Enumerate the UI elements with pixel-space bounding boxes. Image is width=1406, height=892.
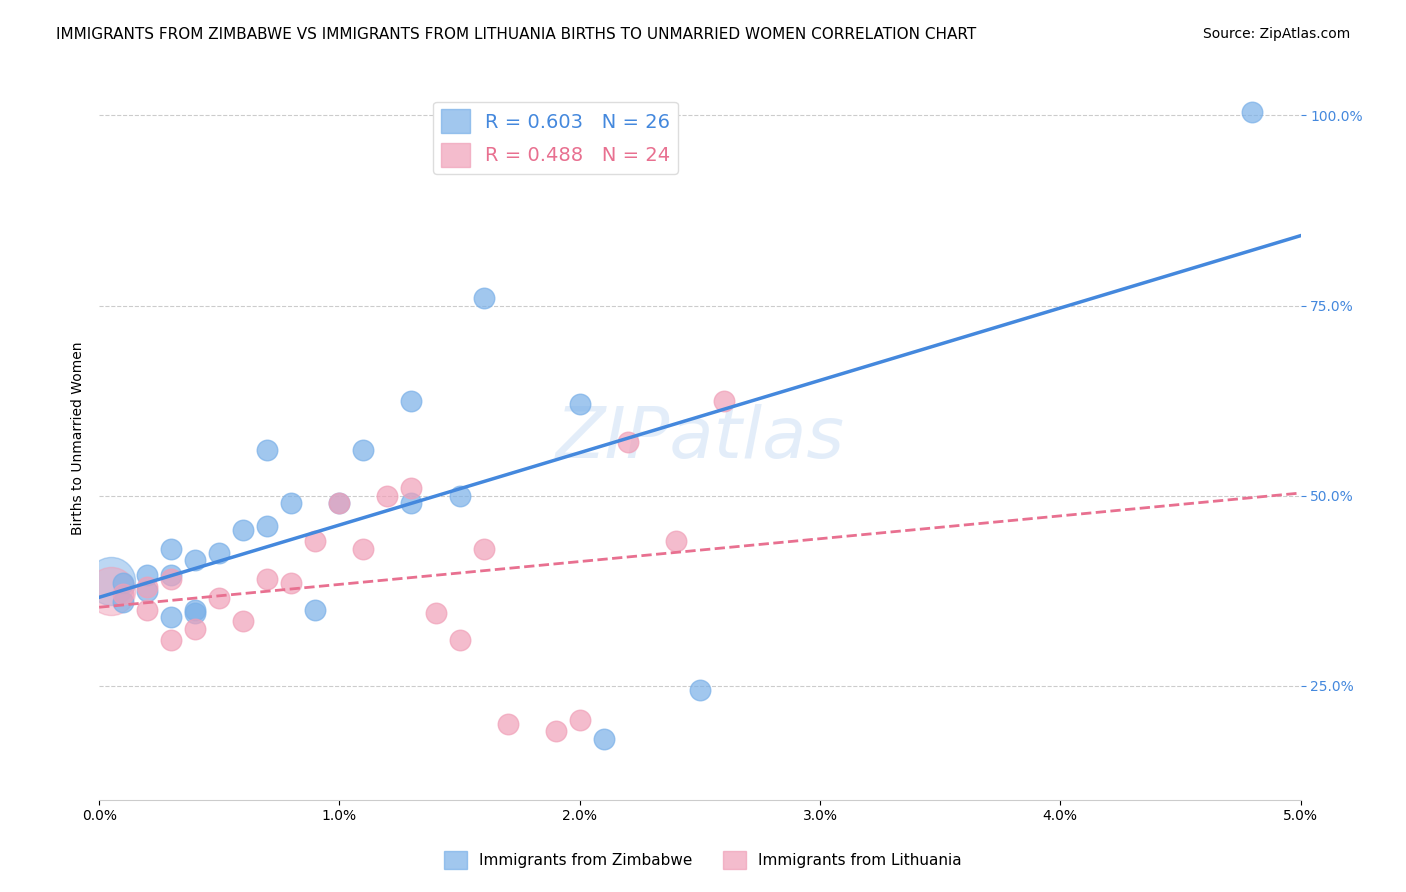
Point: [208, 591, 231, 606]
Point: [184, 602, 207, 616]
Point: [160, 568, 183, 582]
Point: [256, 572, 278, 586]
Point: [713, 393, 735, 408]
Point: [592, 731, 614, 746]
Point: [328, 496, 350, 510]
Point: [232, 614, 254, 628]
Point: [100, 574, 122, 588]
Text: Source: ZipAtlas.com: Source: ZipAtlas.com: [1202, 27, 1350, 41]
Point: [472, 541, 495, 556]
Point: [160, 572, 183, 586]
Point: [544, 724, 567, 739]
Point: [689, 682, 711, 697]
Point: [352, 541, 374, 556]
Point: [160, 633, 183, 648]
Point: [112, 576, 135, 591]
Point: [352, 442, 374, 457]
Point: [304, 534, 326, 549]
Point: [280, 496, 302, 510]
Point: [425, 607, 447, 621]
Point: [256, 519, 278, 533]
Point: [665, 534, 688, 549]
Point: [377, 489, 399, 503]
Point: [401, 481, 423, 495]
Point: [256, 442, 278, 457]
Point: [184, 553, 207, 567]
Point: [184, 622, 207, 636]
Point: [401, 393, 423, 408]
Point: [401, 496, 423, 510]
Point: [136, 568, 159, 582]
Point: [184, 607, 207, 621]
Point: [304, 602, 326, 616]
Y-axis label: Births to Unmarried Women: Births to Unmarried Women: [72, 342, 86, 535]
Point: [1241, 104, 1264, 119]
Point: [616, 435, 638, 450]
Point: [100, 583, 122, 598]
Point: [449, 489, 471, 503]
Point: [208, 546, 231, 560]
Legend: Immigrants from Zimbabwe, Immigrants from Lithuania: Immigrants from Zimbabwe, Immigrants fro…: [439, 845, 967, 875]
Point: [112, 595, 135, 609]
Point: [232, 523, 254, 537]
Point: [472, 291, 495, 305]
Point: [568, 397, 591, 411]
Point: [112, 587, 135, 601]
Point: [136, 580, 159, 594]
Text: IMMIGRANTS FROM ZIMBABWE VS IMMIGRANTS FROM LITHUANIA BIRTHS TO UNMARRIED WOMEN : IMMIGRANTS FROM ZIMBABWE VS IMMIGRANTS F…: [56, 27, 977, 42]
Point: [328, 496, 350, 510]
Point: [449, 633, 471, 648]
Legend: R = 0.603   N = 26, R = 0.488   N = 24: R = 0.603 N = 26, R = 0.488 N = 24: [433, 102, 678, 174]
Point: [160, 541, 183, 556]
Point: [496, 716, 519, 731]
Point: [280, 576, 302, 591]
Point: [160, 610, 183, 624]
Point: [136, 583, 159, 598]
Point: [568, 713, 591, 727]
Point: [136, 602, 159, 616]
Text: ZIPatlas: ZIPatlas: [555, 404, 845, 473]
